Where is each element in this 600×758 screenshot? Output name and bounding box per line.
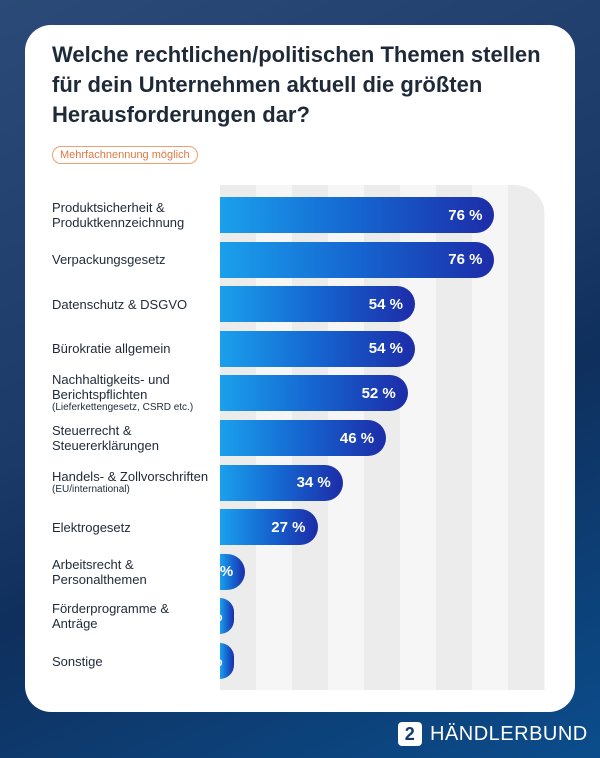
category-text: Produktsicherheit & Produktkennzeichnung — [52, 200, 185, 230]
category-label: Arbeitsrecht & Personalthemen — [52, 548, 217, 596]
bar: 54 % — [220, 330, 415, 367]
bar: 76 % — [220, 241, 495, 278]
value-label: 52 % — [361, 384, 396, 402]
category-text: Elektrogesetz — [52, 519, 131, 535]
category-text: Nachhaltigkeits- und Berichtspflichten — [52, 372, 170, 403]
value-label: 27 % — [271, 518, 306, 536]
category-text: Sonstige — [52, 653, 103, 669]
category-text: Handels- & Zollvorschriften — [52, 469, 209, 485]
bar: 4 % — [197, 643, 235, 679]
bar: 27 % — [220, 509, 318, 546]
category-label: Produktsicherheit & Produktkennzeichnung — [52, 191, 217, 239]
value-label: 76 % — [448, 206, 483, 224]
brand-name: HÄNDLERBUND — [430, 722, 588, 745]
value-label: 46 % — [339, 429, 375, 447]
category-label: Sonstige — [52, 637, 217, 685]
category-label: Handels- & Zollvorschriften (EU/internati… — [52, 459, 217, 507]
category-label: Steuerrecht & Steuererklärungen — [52, 414, 217, 462]
category-note: (EU/international) — [52, 484, 130, 496]
bar: 34 % — [220, 464, 343, 501]
value-label: 54 % — [368, 340, 403, 358]
category-text: Verpackungsgesetz — [52, 252, 166, 268]
value-label: 7 % — [207, 563, 234, 581]
bar: 54 % — [220, 286, 415, 323]
bar: 52 % — [220, 375, 408, 412]
value-label: 4 % — [196, 607, 223, 625]
category-text: Förderprogramme & Anträge — [52, 601, 170, 632]
category-label: Förderprogramme & Anträge — [52, 592, 217, 640]
value-label: 4 % — [196, 652, 223, 670]
category-text: Datenschutz & DSGVO — [52, 296, 188, 312]
category-label: Verpackungsgesetz — [52, 236, 217, 284]
category-note: (Lieferkettengesetz, CSRD etc.) — [52, 402, 194, 414]
category-label: Bürokratie allgemein — [52, 325, 217, 373]
subtitle-badge: Mehrfachnennung möglich — [52, 146, 198, 164]
value-label: 76 % — [448, 251, 483, 269]
category-text: Arbeitsrecht & Personalthemen — [52, 556, 147, 587]
bar: 76 % — [220, 197, 495, 233]
value-label: 34 % — [296, 474, 331, 492]
category-text: Steuerrecht & Steuererklärungen — [52, 423, 159, 453]
value-label: 54 % — [368, 295, 403, 313]
category-label: Elektrogesetz — [52, 503, 217, 551]
brand: 2 HÄNDLERBUND — [398, 722, 588, 746]
brand-logo: 2 — [398, 722, 422, 746]
bar: 46 % — [220, 420, 387, 456]
category-label: Datenschutz & DSGVO — [52, 280, 217, 328]
category-text: Bürokratie allgemein — [52, 341, 171, 357]
chart-title: Welche rechtlichen/politischen Themen st… — [52, 42, 541, 127]
category-label: Nachhaltigkeits- und Berichtspflichten (L… — [52, 369, 217, 417]
bar: 4 % — [197, 598, 235, 635]
